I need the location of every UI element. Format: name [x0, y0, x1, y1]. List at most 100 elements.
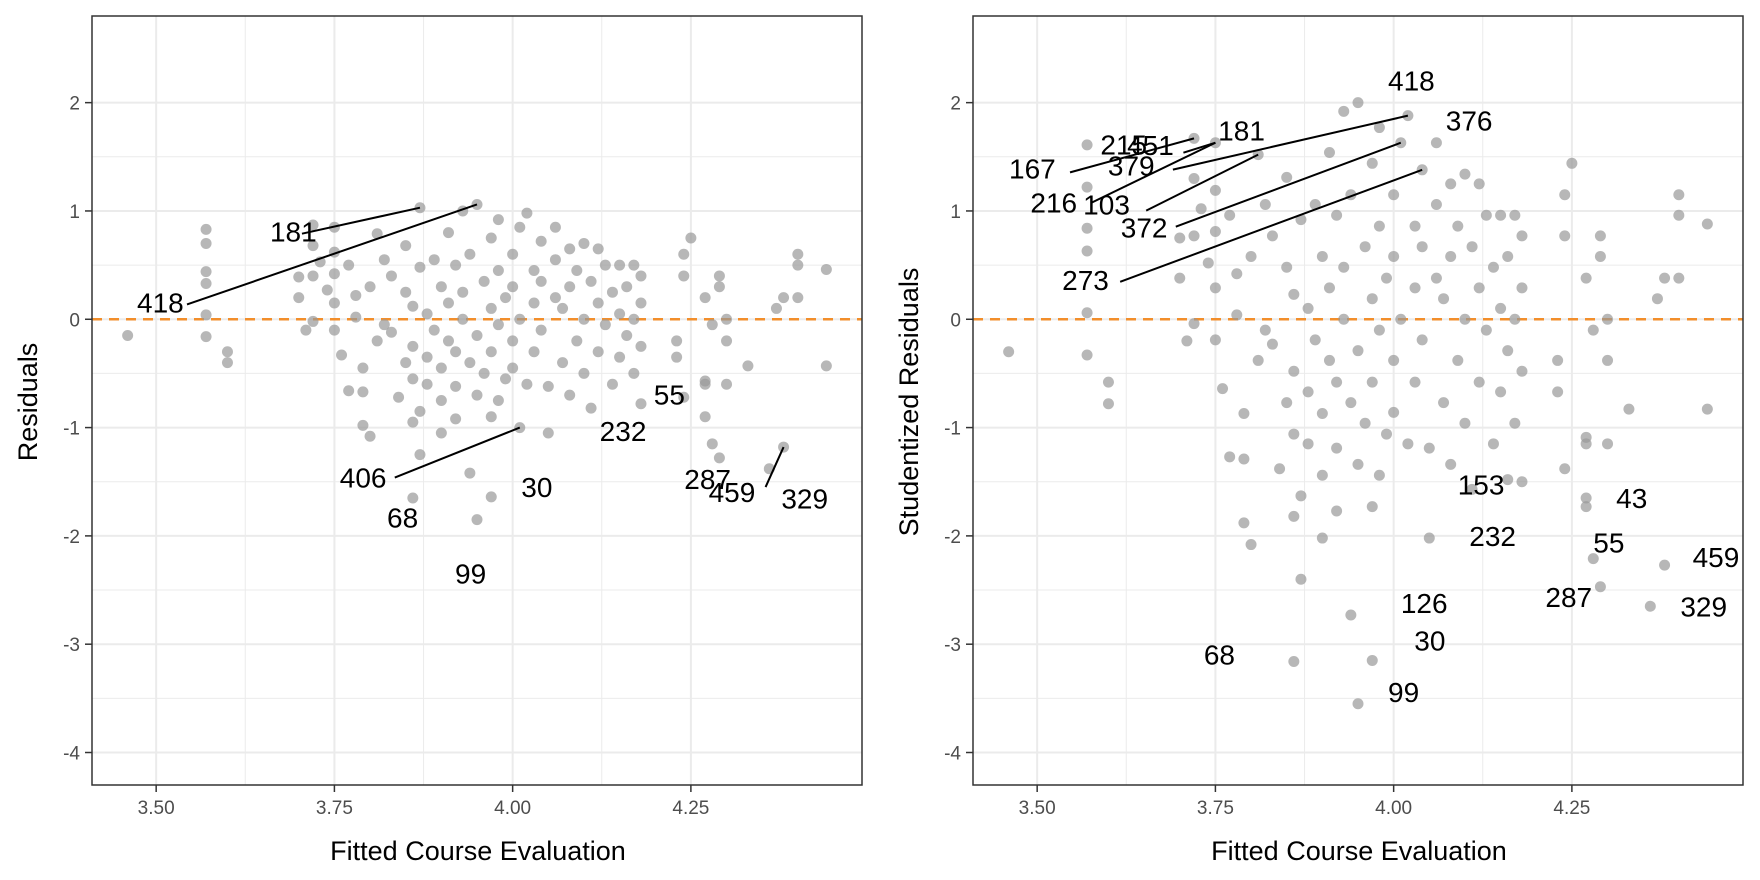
- annotation-leader-line: [764, 446, 785, 488]
- data-point: [457, 286, 469, 298]
- data-point: [1174, 272, 1186, 284]
- x-tick-label: 3.75: [1197, 798, 1234, 819]
- data-point: [528, 265, 540, 277]
- data-point: [549, 254, 561, 266]
- data-point: [1466, 483, 1478, 495]
- data-point: [1423, 442, 1435, 454]
- data-point: [599, 259, 611, 271]
- data-point: [1445, 178, 1457, 190]
- data-point: [1102, 376, 1114, 388]
- data-point: [385, 326, 397, 338]
- data-point: [549, 221, 561, 233]
- data-point: [1224, 451, 1236, 463]
- data-point: [1452, 220, 1464, 232]
- y-tick-label: 2: [950, 94, 961, 115]
- data-point: [1209, 334, 1221, 346]
- data-point: [1480, 209, 1492, 221]
- x-tick-label: 4.00: [1375, 798, 1412, 819]
- data-point: [635, 340, 647, 352]
- data-point: [1081, 222, 1093, 234]
- data-point: [1352, 698, 1364, 710]
- data-point: [500, 373, 512, 385]
- data-point: [1480, 324, 1492, 336]
- data-point: [1266, 338, 1278, 350]
- data-point: [1331, 209, 1343, 221]
- data-point: [1323, 282, 1335, 294]
- data-point: [507, 248, 519, 260]
- y-tick-label: -2: [63, 527, 80, 548]
- data-point: [1238, 407, 1250, 419]
- annotation-label: 376: [1446, 106, 1493, 137]
- data-point: [564, 389, 576, 401]
- data-point: [357, 362, 369, 374]
- data-point: [450, 346, 462, 358]
- data-point: [1309, 334, 1321, 346]
- data-point: [1559, 463, 1571, 475]
- data-point: [1509, 417, 1521, 429]
- data-point: [343, 385, 355, 397]
- data-point: [1309, 198, 1321, 210]
- annotation-label: 99: [1388, 677, 1419, 708]
- y-tick-label: 1: [69, 202, 80, 223]
- data-point: [492, 319, 504, 331]
- y-tick-label: -3: [944, 635, 961, 656]
- data-point: [528, 297, 540, 309]
- data-point: [1366, 376, 1378, 388]
- data-points: [1003, 97, 1713, 710]
- data-point: [792, 292, 804, 304]
- annotation-label: 43: [1616, 483, 1647, 514]
- annotation-label: 68: [1204, 640, 1235, 671]
- annotation-label: 232: [1469, 521, 1516, 552]
- annotation-label: 68: [387, 503, 418, 534]
- data-point: [1580, 272, 1592, 284]
- data-point: [1245, 250, 1257, 262]
- x-axis-title: Fitted Course Evaluation: [330, 836, 626, 866]
- data-point: [442, 297, 454, 309]
- data-point: [678, 391, 690, 403]
- data-point: [421, 351, 433, 363]
- data-point: [400, 240, 412, 252]
- data-point: [1188, 318, 1200, 330]
- data-point: [1331, 376, 1343, 388]
- data-point: [1003, 346, 1015, 358]
- data-point: [357, 419, 369, 431]
- data-point: [564, 281, 576, 293]
- data-point: [1209, 282, 1221, 294]
- data-point: [535, 275, 547, 287]
- x-tick-label: 4.25: [1553, 798, 1590, 819]
- data-point: [571, 335, 583, 347]
- data-point: [321, 284, 333, 296]
- data-point: [621, 281, 633, 293]
- data-point: [435, 362, 447, 374]
- data-point: [1438, 397, 1450, 409]
- y-tick-label: -1: [944, 419, 961, 440]
- data-point: [442, 335, 454, 347]
- data-point: [1701, 403, 1713, 415]
- data-point: [1673, 189, 1685, 201]
- data-point: [407, 300, 419, 312]
- data-point: [1438, 293, 1450, 305]
- data-point: [1202, 257, 1214, 269]
- data-point: [1195, 203, 1207, 215]
- data-point: [1181, 335, 1193, 347]
- data-point: [1302, 386, 1314, 398]
- data-point: [514, 313, 526, 325]
- data-point: [721, 335, 733, 347]
- data-point: [378, 254, 390, 266]
- data-point: [671, 351, 683, 363]
- y-axis-title: Residuals: [13, 343, 43, 462]
- data-point: [713, 270, 725, 282]
- data-point: [1224, 209, 1236, 221]
- data-point: [485, 302, 497, 314]
- data-point: [1259, 198, 1271, 210]
- data-point: [400, 357, 412, 369]
- data-point: [428, 254, 440, 266]
- data-point: [1288, 428, 1300, 440]
- data-point: [1495, 302, 1507, 314]
- data-point: [307, 270, 319, 282]
- data-point: [1302, 302, 1314, 314]
- data-point: [1323, 354, 1335, 366]
- y-tick-label: -4: [944, 744, 961, 765]
- annotation-leader-line: [394, 426, 521, 479]
